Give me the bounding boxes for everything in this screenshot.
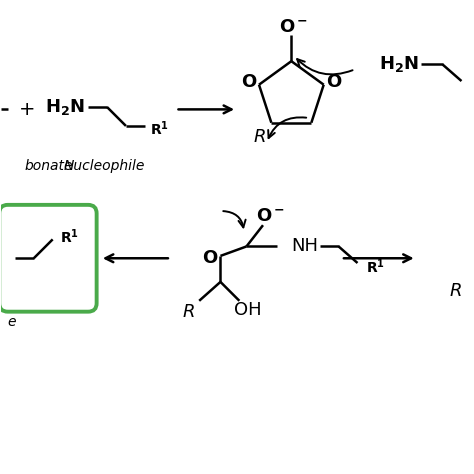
Text: O: O [202,249,217,267]
Text: +: + [18,100,35,119]
Text: $\mathbf{O^-}$: $\mathbf{O^-}$ [256,207,286,225]
Text: Nucleophile: Nucleophile [64,159,146,173]
Text: R: R [450,283,462,301]
Text: R: R [182,303,195,321]
Text: $\mathbf{O^-}$: $\mathbf{O^-}$ [279,18,308,36]
Text: O: O [241,73,256,91]
FancyBboxPatch shape [0,205,97,312]
Text: O: O [327,73,342,91]
Text: $\mathbf{H_2N}$: $\mathbf{H_2N}$ [45,97,84,117]
Text: e: e [8,315,16,329]
Text: $\mathbf{R^1}$: $\mathbf{R^1}$ [365,257,384,275]
Text: OH: OH [234,301,261,319]
Text: bonate: bonate [24,159,73,173]
Text: NH: NH [292,237,319,255]
Text: $\mathbf{R^1}$: $\mathbf{R^1}$ [150,119,169,137]
Text: $\mathbf{R^1}$: $\mathbf{R^1}$ [60,228,79,246]
Text: R: R [253,128,266,146]
Text: $\mathbf{H_2N}$: $\mathbf{H_2N}$ [379,55,419,74]
